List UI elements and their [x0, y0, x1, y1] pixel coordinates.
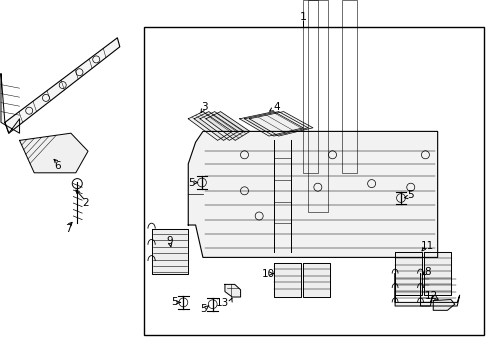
Bar — [303, 0, 317, 173]
Polygon shape — [188, 131, 437, 257]
Polygon shape — [432, 300, 454, 310]
Polygon shape — [151, 229, 188, 274]
Text: 7: 7 — [65, 224, 72, 234]
Text: 4: 4 — [272, 102, 279, 112]
Polygon shape — [5, 38, 120, 133]
Polygon shape — [224, 284, 240, 297]
Text: 3: 3 — [201, 102, 207, 112]
Text: 12: 12 — [424, 291, 437, 301]
Text: 6: 6 — [54, 161, 61, 171]
Polygon shape — [194, 112, 238, 140]
Polygon shape — [244, 112, 307, 136]
Text: 2: 2 — [82, 198, 89, 208]
Polygon shape — [424, 252, 450, 295]
Polygon shape — [239, 112, 303, 136]
Text: 9: 9 — [166, 236, 173, 246]
Text: 5: 5 — [200, 304, 207, 314]
Text: 5: 5 — [407, 190, 413, 200]
Text: 5: 5 — [188, 177, 195, 188]
Polygon shape — [303, 263, 329, 297]
Polygon shape — [273, 263, 300, 297]
Polygon shape — [420, 274, 459, 306]
Polygon shape — [1, 74, 20, 133]
Text: 11: 11 — [420, 240, 434, 251]
Bar — [342, 0, 356, 173]
Text: 1: 1 — [299, 12, 306, 22]
Polygon shape — [394, 274, 432, 306]
Text: 8: 8 — [424, 267, 430, 277]
Bar — [144, 27, 483, 335]
Text: 5: 5 — [171, 297, 178, 307]
Polygon shape — [188, 112, 232, 140]
Bar — [307, 0, 327, 212]
Polygon shape — [249, 112, 312, 136]
Text: 13: 13 — [215, 298, 229, 309]
Polygon shape — [394, 252, 421, 295]
Polygon shape — [205, 112, 249, 140]
Polygon shape — [200, 112, 244, 140]
Polygon shape — [20, 133, 88, 173]
Text: 10: 10 — [261, 269, 274, 279]
